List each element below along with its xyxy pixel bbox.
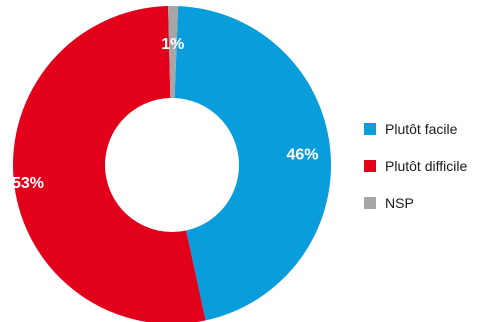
slice-value-label: 1% xyxy=(161,36,184,53)
legend-label: Plutôt facile xyxy=(385,121,458,137)
legend: Plutôt facile Plutôt difficile NSP xyxy=(364,120,488,231)
donut-slices xyxy=(13,5,332,322)
donut-labels: 46% 53% 1% xyxy=(12,36,319,192)
donut-slice-plut-t-difficile xyxy=(13,6,206,322)
donut-slice-nsp xyxy=(168,5,179,99)
slice-value-label: 46% xyxy=(286,147,318,164)
legend-swatch xyxy=(364,123,376,135)
legend-item-plutot-difficile: Plutôt difficile xyxy=(364,157,488,175)
legend-swatch xyxy=(364,160,376,172)
legend-label: NSP xyxy=(385,195,414,211)
legend-swatch xyxy=(364,197,376,209)
legend-item-nsp: NSP xyxy=(364,194,488,212)
legend-label: Plutôt difficile xyxy=(385,158,468,174)
slice-value-label: 53% xyxy=(12,175,44,192)
donut-slice-plut-t-facile xyxy=(174,6,332,321)
legend-item-plutot-facile: Plutôt facile xyxy=(364,120,488,138)
